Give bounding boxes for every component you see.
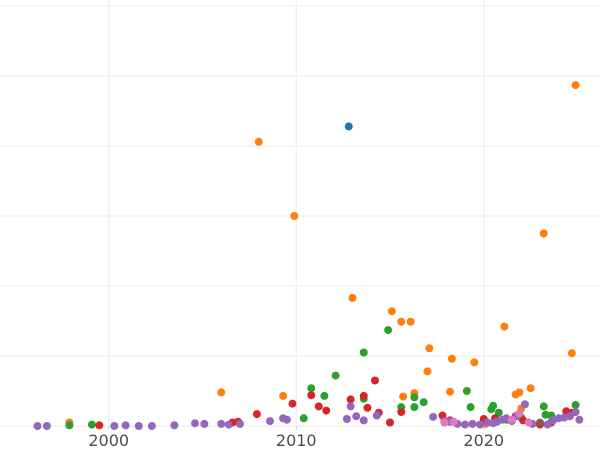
scatter-point (359, 416, 368, 425)
x-tick-label: 2000 (88, 431, 129, 450)
scatter-point (384, 326, 393, 335)
scatter-point (419, 398, 428, 407)
scatter-point (571, 401, 580, 409)
scatter-point (423, 367, 432, 376)
scatter-point (571, 81, 580, 90)
scatter-point (200, 419, 209, 428)
scatter-point (344, 122, 353, 131)
scatter-point (567, 349, 576, 358)
scatter-point (566, 412, 574, 421)
scatter-point (134, 422, 143, 430)
scatter-point (386, 418, 394, 427)
scatter-point (121, 421, 130, 430)
scatter-point (110, 422, 119, 430)
scatter-point (397, 317, 406, 326)
scatter-point (359, 348, 368, 357)
scatter-point (468, 419, 477, 428)
scatter-point (42, 422, 51, 430)
scatter-point (476, 420, 484, 429)
scatter-point (224, 420, 233, 429)
scatter-point (470, 358, 479, 367)
scatter-point (466, 403, 475, 412)
scatter-point (429, 412, 438, 421)
scatter-point (575, 415, 584, 424)
scatter-point (65, 421, 74, 430)
scatter-point (331, 371, 340, 380)
grid-layer (0, 0, 600, 427)
scatter-point (399, 392, 408, 401)
scatter-point (507, 415, 516, 424)
scatter-point (33, 422, 42, 430)
scatter-point (359, 391, 368, 400)
scatter-point (342, 415, 351, 423)
scatter-point (352, 412, 361, 421)
scatter-point (307, 391, 316, 400)
scatter-point (500, 322, 509, 331)
scatter-point (170, 421, 179, 430)
scatter-point (87, 420, 96, 429)
scatter-point (494, 408, 503, 417)
scatter-point (489, 401, 498, 410)
scatter-point (387, 307, 396, 316)
scatter-point (299, 414, 308, 423)
scatter-point (515, 409, 524, 418)
scatter-point (571, 408, 580, 416)
scatter-point (95, 421, 104, 430)
scatter-point (515, 388, 524, 397)
scatter-point (252, 410, 261, 419)
scatter-point (279, 391, 288, 400)
scatter-point (410, 393, 419, 402)
x-tick-label: 2020 (463, 431, 504, 450)
scatter-point (410, 403, 419, 412)
scatter-point (288, 399, 297, 408)
scatter-point (543, 420, 552, 429)
scatter-point (539, 402, 548, 411)
scatter-point (449, 417, 458, 426)
scatter-point (217, 388, 226, 397)
scatter-point (314, 402, 323, 411)
scatter-point (346, 402, 355, 411)
scatter-point (217, 419, 226, 428)
scatter-point (461, 420, 469, 429)
scatter-point (191, 419, 199, 428)
scatter-point (536, 419, 544, 428)
scatter-point (346, 395, 355, 404)
scatter-point (147, 422, 156, 430)
scatter-point (372, 411, 381, 420)
scatter-point (397, 408, 406, 416)
scatter-point (363, 403, 372, 412)
data-points (33, 81, 584, 430)
scatter-point (521, 400, 529, 409)
scatter-point (254, 137, 263, 146)
x-tick-label: 2010 (276, 431, 317, 450)
scatter-point (440, 418, 449, 427)
scatter-point (462, 387, 471, 395)
scatter-point (371, 376, 379, 385)
scatter-point (348, 293, 357, 302)
x-axis-ticks: 2000 2010 2020 (88, 426, 504, 450)
scatter-point (307, 384, 316, 393)
scatter-point (320, 391, 329, 400)
scatter-point (282, 415, 291, 424)
scatter-point (266, 417, 274, 426)
scatter-point (322, 406, 331, 415)
scatter-point (526, 384, 535, 393)
scatter-point (539, 229, 548, 238)
scatter-point (406, 317, 415, 326)
scatter-point (447, 354, 456, 363)
scatter-point (290, 212, 299, 220)
scatter-point (425, 344, 434, 353)
scatter-point (236, 419, 244, 428)
scatter-point (524, 418, 533, 427)
scatter-point (446, 387, 454, 396)
